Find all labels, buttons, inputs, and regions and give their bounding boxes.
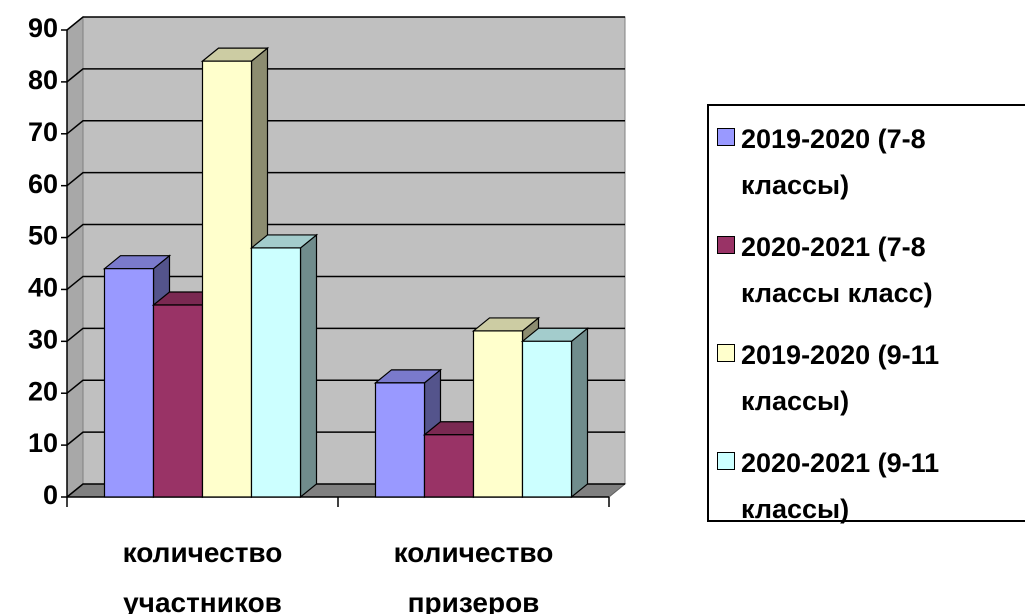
bar-front — [423, 434, 475, 498]
grid-line — [66, 16, 625, 31]
grid-line — [66, 171, 625, 187]
bar-side — [570, 327, 589, 499]
grid-line — [66, 275, 625, 291]
legend-swatch — [717, 128, 735, 146]
grid-line — [66, 120, 625, 135]
legend-label: 2019-2020 (9-11 классы) — [741, 340, 940, 416]
bar — [249, 233, 319, 499]
y-tick-label: 90 — [28, 13, 58, 43]
legend-swatch — [717, 236, 735, 254]
bar-front — [201, 60, 253, 498]
side-wall — [66, 15, 84, 499]
bar-front — [250, 247, 302, 498]
bar-front — [103, 268, 155, 498]
y-tick-label: 20 — [28, 376, 58, 406]
y-tick-label: 10 — [28, 428, 58, 458]
bar-front — [521, 340, 573, 498]
y-tick-label: 30 — [28, 324, 58, 354]
y-tick-label: 40 — [28, 273, 58, 303]
x-tick-label: количество призеров — [393, 537, 554, 614]
x-tick-label: количество участников — [122, 537, 283, 614]
legend: 2019-2020 (7-8 классы) 2020-2021 (7-8 кла… — [707, 104, 1025, 524]
legend-label: 2019-2020 (7-8 классы) — [741, 124, 926, 200]
y-tick-label: 60 — [28, 169, 58, 199]
legend-label: 2020-2021 (7-8 классы класс) — [741, 232, 933, 308]
y-tick-label: 50 — [28, 221, 58, 251]
bar-side — [299, 233, 318, 499]
grid-line — [66, 223, 625, 239]
grid-line — [66, 68, 625, 83]
legend-swatch — [717, 452, 735, 470]
bar-front — [152, 304, 204, 498]
y-tick-label: 70 — [28, 117, 58, 147]
bar — [520, 327, 590, 499]
y-tick-label: 80 — [28, 65, 58, 95]
bar-front — [472, 330, 524, 498]
legend-swatch — [717, 344, 735, 362]
y-tick-label: 0 — [43, 480, 58, 510]
grid-line — [66, 379, 625, 394]
bar-front — [374, 382, 426, 498]
grid-line — [66, 327, 625, 342]
legend-label: 2020-2021 (9-11 классы) — [741, 448, 940, 524]
